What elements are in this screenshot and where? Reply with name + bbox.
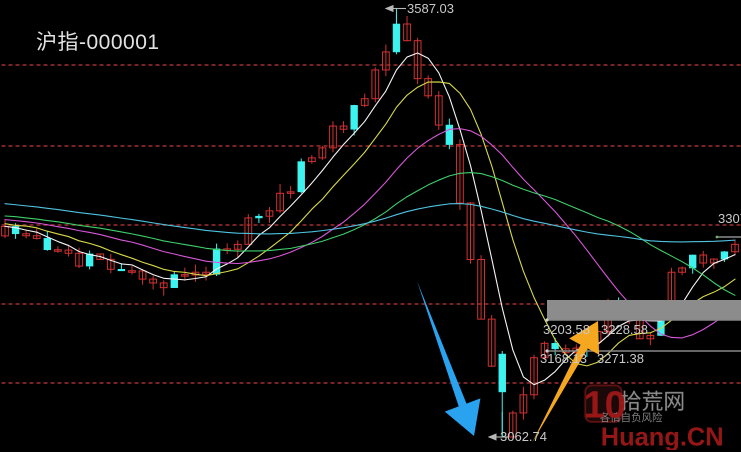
- svg-text:拾荒网: 拾荒网: [620, 389, 685, 414]
- svg-text:10: 10: [583, 383, 625, 426]
- svg-text:Huang.CN: Huang.CN: [601, 423, 724, 450]
